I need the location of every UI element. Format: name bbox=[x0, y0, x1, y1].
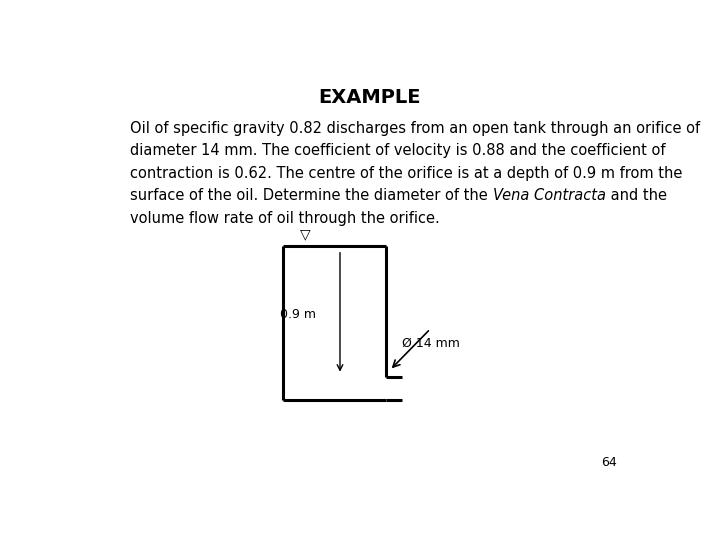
Text: EXAMPLE: EXAMPLE bbox=[318, 87, 420, 107]
Text: and the: and the bbox=[606, 188, 667, 203]
Text: Ø 14 mm: Ø 14 mm bbox=[402, 337, 460, 350]
Text: Vena Contracta: Vena Contracta bbox=[492, 188, 606, 203]
Text: 64: 64 bbox=[601, 456, 617, 469]
Text: surface of the oil. Determine the diameter of the: surface of the oil. Determine the diamet… bbox=[130, 188, 492, 203]
Text: diameter 14 mm. The coefficient of velocity is 0.88 and the coefficient of: diameter 14 mm. The coefficient of veloc… bbox=[130, 144, 666, 158]
Text: contraction is 0.62. The centre of the orifice is at a depth of 0.9 m from the: contraction is 0.62. The centre of the o… bbox=[130, 166, 683, 181]
Text: volume flow rate of oil through the orifice.: volume flow rate of oil through the orif… bbox=[130, 211, 440, 226]
Text: ▽: ▽ bbox=[300, 227, 310, 241]
Text: Oil of specific gravity 0.82 discharges from an open tank through an orifice of: Oil of specific gravity 0.82 discharges … bbox=[130, 121, 701, 136]
Text: 0.9 m: 0.9 m bbox=[280, 308, 316, 321]
